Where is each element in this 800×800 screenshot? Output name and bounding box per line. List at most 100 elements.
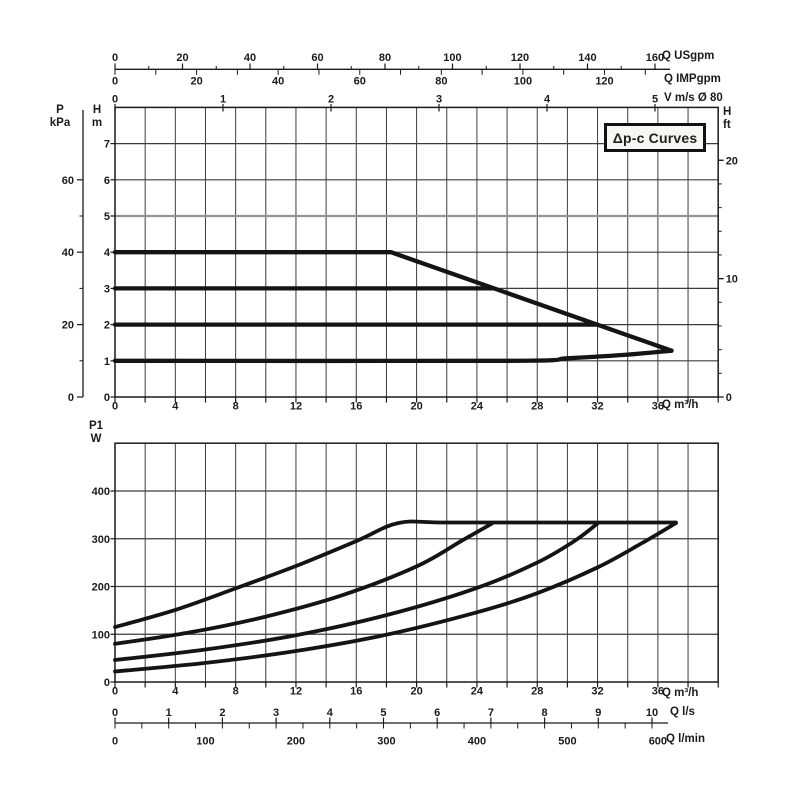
x-tick-label: 12 (290, 401, 302, 413)
unit-label-usgpm: Q USgpm (662, 50, 715, 62)
usgpm-tick-label: 0 (112, 52, 118, 64)
ls-tick-label: 5 (380, 707, 386, 719)
x-tick-label: 0 (112, 686, 118, 698)
x-tick-label: 16 (350, 686, 362, 698)
ls-tick-label: 2 (219, 707, 225, 719)
ls-tick-label: 7 (488, 707, 494, 719)
impgpm-tick-label: 80 (435, 76, 447, 88)
ft-tick-label: 10 (726, 274, 738, 286)
usgpm-tick-label: 60 (311, 52, 323, 64)
x-tick-label: 24 (471, 686, 484, 698)
unit-label-m3h-top: Q m³/h (662, 399, 699, 411)
x-tick-label: 8 (233, 401, 239, 413)
y-tick-label: 3 (104, 283, 110, 295)
x-tick-label: 8 (233, 686, 239, 698)
pressure-axis-title-line1: P (56, 104, 64, 116)
power-axis-title-line2: W (90, 433, 102, 445)
x-tick-label: 12 (290, 686, 302, 698)
velocity-tick-label: 2 (328, 94, 334, 106)
unit-label-velocity: V m/s Ø 80 (664, 92, 723, 104)
ls-tick-label: 6 (434, 707, 440, 719)
velocity-tick-label: 3 (436, 94, 442, 106)
y-tick-label: 7 (104, 139, 110, 151)
y-tick-label: 0 (104, 677, 110, 689)
power-axis-title-line1: P1 (88, 420, 104, 432)
x-tick-label: 32 (591, 401, 603, 413)
y-tick-label: 4 (104, 247, 111, 259)
x-tick-label: 28 (531, 686, 543, 698)
lmin-tick-label: 400 (468, 736, 486, 748)
ls-tick-label: 0 (112, 707, 118, 719)
usgpm-tick-label: 140 (578, 52, 596, 64)
x-tick-label: 0 (112, 401, 118, 413)
y-tick-label: 400 (92, 486, 110, 498)
y-tick-label: 300 (92, 534, 110, 546)
unit-label-impgpm: Q IMPgpm (664, 73, 721, 85)
x-tick-label: 20 (410, 401, 422, 413)
unit-label-lmin: Q l/min (666, 733, 705, 745)
ls-tick-label: 4 (327, 707, 334, 719)
velocity-tick-label: 1 (220, 94, 226, 106)
impgpm-tick-label: 0 (112, 76, 118, 88)
lmin-tick-label: 600 (649, 736, 667, 748)
power-curve-2 (113, 521, 494, 646)
usgpm-tick-label: 100 (443, 52, 461, 64)
y-tick-label: 0 (104, 392, 110, 404)
y-tick-label: 200 (92, 582, 110, 594)
x-tick-label: 36 (652, 686, 664, 698)
lmin-tick-label: 200 (287, 736, 305, 748)
kpa-tick-label: 40 (62, 247, 74, 259)
curve-type-badge: Δp-c Curves (604, 123, 706, 152)
x-tick-label: 16 (350, 401, 362, 413)
ft-tick-label: 20 (726, 155, 738, 167)
impgpm-tick-label: 20 (190, 76, 202, 88)
x-tick-label: 36 (652, 401, 664, 413)
lmin-tick-label: 100 (196, 736, 214, 748)
power-curve-1 (113, 519, 678, 629)
head-curve-1 (112, 250, 674, 353)
velocity-tick-label: 0 (112, 94, 118, 106)
lmin-tick-label: 300 (377, 736, 395, 748)
kpa-tick-label: 20 (62, 320, 74, 332)
y-tick-label: 100 (92, 629, 110, 641)
ls-tick-label: 9 (595, 707, 601, 719)
x-tick-label: 4 (172, 686, 179, 698)
kpa-tick-label: 0 (68, 392, 74, 404)
head-curve-4 (112, 348, 674, 364)
power-curve-3 (113, 521, 600, 662)
x-tick-label: 20 (410, 686, 422, 698)
velocity-tick-label: 4 (544, 94, 551, 106)
impgpm-tick-label: 60 (354, 76, 366, 88)
impgpm-tick-label: 40 (272, 76, 284, 88)
head-m-axis-title-line2: m (91, 117, 103, 129)
y-tick-label: 2 (104, 320, 110, 332)
impgpm-tick-label: 100 (514, 76, 532, 88)
kpa-tick-label: 60 (62, 175, 74, 187)
unit-label-ls: Q l/s (670, 706, 695, 718)
pressure-axis-title-line2: kPa (49, 117, 71, 129)
power-curve-4 (113, 521, 678, 674)
impgpm-tick-label: 120 (595, 76, 613, 88)
x-tick-label: 24 (471, 401, 484, 413)
usgpm-tick-label: 160 (646, 52, 664, 64)
head-ft-axis-title-line1: H (723, 106, 732, 118)
ls-tick-label: 8 (542, 707, 548, 719)
x-tick-label: 28 (531, 401, 543, 413)
y-tick-label: 5 (104, 211, 110, 223)
y-tick-label: 6 (104, 175, 110, 187)
usgpm-tick-label: 80 (379, 52, 391, 64)
ls-tick-label: 3 (273, 707, 279, 719)
curve-type-badge-label: Δp-c Curves (612, 129, 698, 146)
ls-tick-label: 10 (646, 707, 658, 719)
lmin-tick-label: 500 (558, 736, 576, 748)
head-ft-axis-title-line2: ft (723, 119, 731, 131)
x-tick-label: 32 (591, 686, 603, 698)
head-m-axis-title-line1: H (92, 104, 102, 116)
x-tick-label: 4 (172, 401, 179, 413)
ft-tick-label: 0 (726, 392, 732, 404)
